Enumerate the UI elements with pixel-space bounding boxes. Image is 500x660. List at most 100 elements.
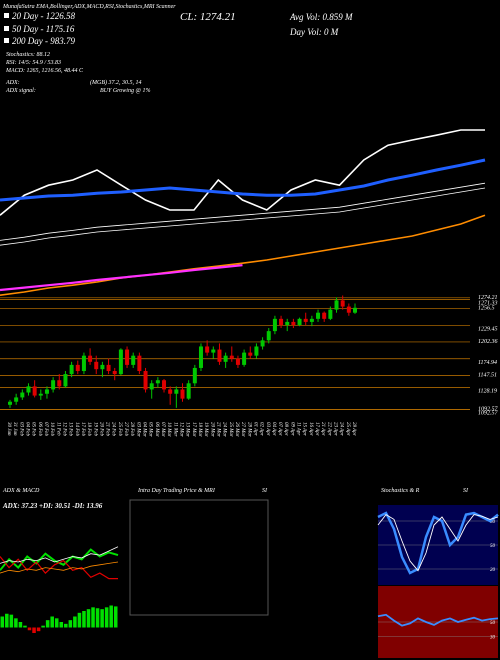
date-label: 22 Apr: [326, 422, 331, 436]
line-series: [0, 182, 486, 241]
stat: MACD: 1265, 1216.56, 48.44 C: [5, 67, 84, 74]
price-label: 1229.45: [478, 325, 498, 332]
date-label: 05 Mar: [148, 422, 153, 437]
histogram-bar: [9, 614, 14, 628]
adx-signal: BUY Growing @ 1%: [100, 88, 150, 94]
line-series: [0, 187, 486, 246]
stat: Stochastics: 88.12: [6, 52, 50, 58]
candle-body: [198, 346, 203, 368]
candle-body: [75, 364, 80, 372]
date-label: 12 Mar: [179, 422, 184, 437]
histogram-bar: [0, 616, 5, 628]
candle-body: [51, 380, 56, 390]
histogram-bar: [18, 622, 23, 628]
histogram-bar: [45, 620, 50, 628]
price-label: 1128.19: [478, 388, 497, 394]
histogram-bar: [104, 607, 109, 628]
price-label: 1271.33: [478, 301, 498, 307]
candle-body: [260, 340, 265, 347]
date-label: 21 Apr: [320, 422, 325, 436]
histogram-bar: [73, 616, 77, 628]
price-label: 1202.36: [478, 339, 498, 345]
date-label: 18 Feb: [86, 422, 91, 437]
date-label: 27 Mar: [240, 422, 245, 437]
histogram-bar: [59, 622, 64, 628]
candle-body: [229, 355, 234, 359]
adx-label: ADX:: [5, 80, 20, 86]
candle-body: [106, 364, 111, 372]
candle-body: [100, 364, 105, 370]
date-label: 10 Feb: [49, 422, 54, 437]
candle-body: [322, 312, 327, 319]
candle-body: [316, 312, 321, 319]
date-label: 25 Mar: [228, 422, 233, 437]
candle-body: [168, 389, 173, 394]
price-label: 1256.5: [478, 306, 495, 312]
candle-body: [248, 352, 253, 356]
candle-body: [235, 358, 240, 365]
histogram-bar: [32, 627, 36, 633]
date-label: 24 Feb: [111, 422, 116, 437]
date-label: 02 Apr: [259, 422, 264, 436]
legend-swatch: [4, 38, 9, 43]
date-label: 06 Feb: [37, 422, 42, 437]
date-label: 20 Feb: [98, 422, 103, 437]
date-label: 24 Mar: [222, 422, 227, 437]
price-label: 1092.57: [478, 406, 499, 412]
panel-title: Stochastics & R: [381, 488, 420, 494]
candle-body: [211, 349, 216, 353]
line-series: [0, 214, 486, 296]
candle-body: [162, 380, 167, 390]
candle-body: [297, 318, 302, 325]
histogram-bar: [77, 612, 82, 628]
y-tick-label: 50: [490, 544, 496, 549]
candle-body: [137, 355, 142, 372]
line-series: [0, 546, 119, 564]
line-series: [0, 129, 485, 216]
histogram-bar: [82, 611, 86, 628]
date-label: 09 Apr: [289, 422, 294, 436]
date-label: 30 Jan: [6, 422, 11, 436]
candle-body: [309, 318, 314, 322]
date-label: 06 Mar: [154, 422, 159, 437]
intraday-title: Intra Day Trading Price & MRI: [137, 488, 216, 494]
date-label: 28 Apr: [351, 422, 356, 436]
date-label: 01 Apr: [252, 422, 257, 436]
date-label: 07 Feb: [43, 422, 48, 437]
date-label: 25 Feb: [117, 422, 122, 437]
intraday-title-suffix: SI: [262, 488, 268, 494]
panel-title: ADX & MACD: [2, 488, 40, 494]
date-label: 21 Feb: [105, 422, 110, 437]
histogram-bar: [54, 618, 59, 628]
histogram-bar: [41, 625, 45, 628]
candle-body: [266, 331, 271, 341]
date-label: 05 Feb: [31, 422, 36, 437]
date-label: 19 Feb: [92, 422, 97, 437]
close-price: CL: 1274.21: [180, 11, 236, 23]
date-label: 04 Apr: [271, 422, 276, 436]
date-label: 11 Mar: [172, 422, 177, 437]
legend-swatch: [4, 13, 9, 18]
scanner-title: MunafaSutra EMA,Bollinger,ADX,MACD,RSI,S…: [2, 3, 176, 10]
date-label: 13 Feb: [68, 422, 73, 437]
candle-body: [217, 349, 222, 362]
date-label: 17 Apr: [314, 422, 319, 436]
y-tick-label: 80: [490, 520, 496, 525]
date-label: 08 Apr: [283, 422, 288, 436]
date-label: 07 Mar: [160, 422, 165, 437]
date-label: 14 Feb: [74, 422, 79, 437]
candle-body: [69, 364, 74, 375]
candle-body: [81, 355, 86, 372]
avg-volume: Avg Vol: 0.859 M: [289, 12, 353, 22]
candle-body: [112, 371, 117, 375]
legend-swatch: [4, 26, 9, 31]
candle-body: [44, 389, 49, 394]
date-label: 04 Feb: [24, 422, 29, 437]
line-series: [0, 561, 119, 574]
candle-body: [346, 306, 351, 313]
date-label: 25 Apr: [345, 422, 350, 436]
histogram-bar: [27, 627, 32, 631]
adx-values: (MGB) 37.2, 30.5, 14: [90, 79, 142, 86]
date-label: 10 Mar: [166, 422, 171, 437]
